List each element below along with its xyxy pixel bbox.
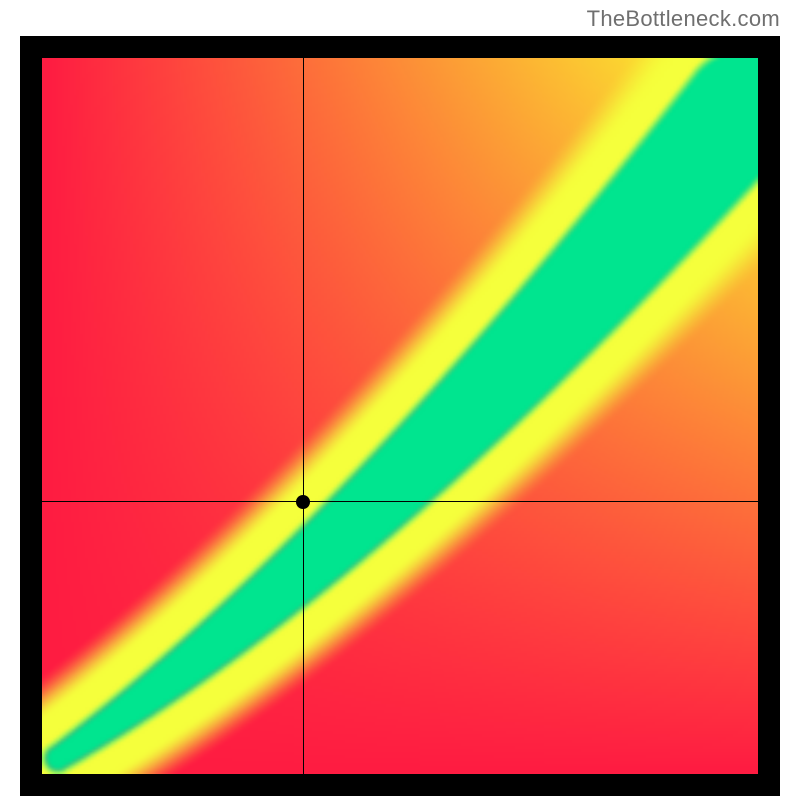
watermark-text: TheBottleneck.com [587,6,780,32]
heatmap-canvas [42,58,758,774]
crosshair-vertical [303,58,304,774]
heatmap-plot-area [42,58,758,774]
crosshair-horizontal [42,501,758,502]
crosshair-marker-dot [296,495,310,509]
